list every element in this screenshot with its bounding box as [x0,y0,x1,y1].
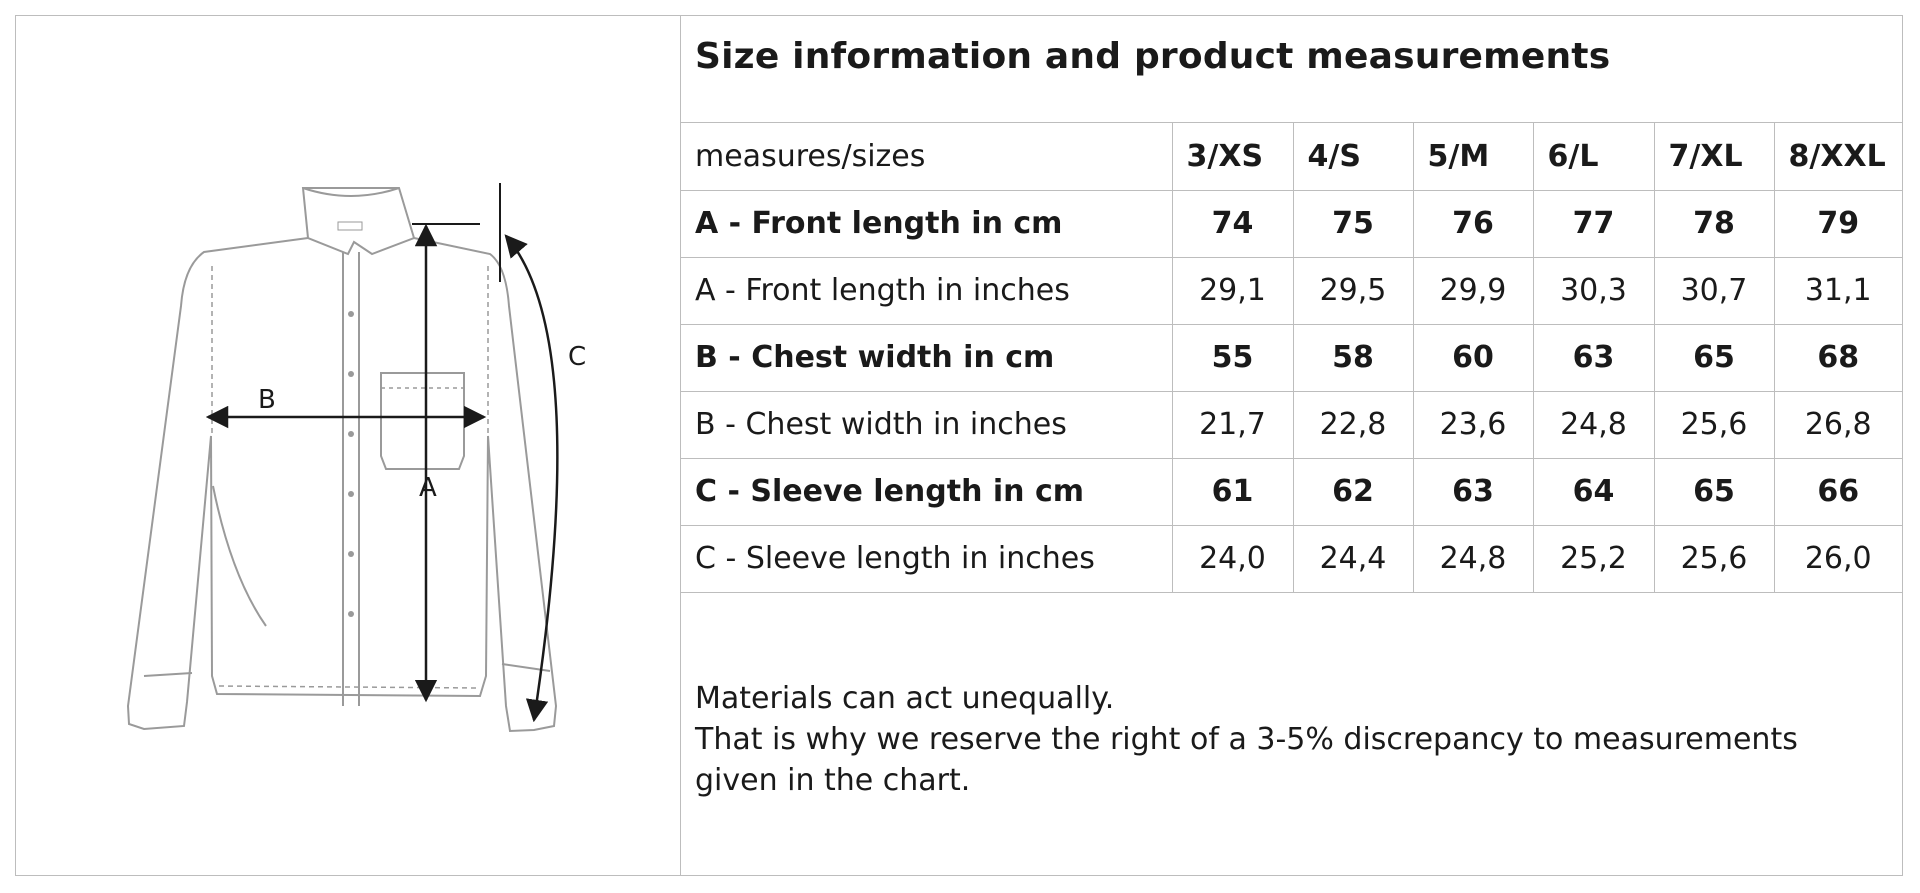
table-cell: 22,8 [1292,391,1413,459]
table-cell: 61 [1171,458,1293,526]
table-cell: 65 [1653,324,1774,392]
row-label: A - Front length in inches [681,257,1172,325]
row-label: C - Sleeve length in inches [681,525,1172,593]
table-row: C - Sleeve length in inches 24,0 24,4 24… [681,525,1902,593]
table-cell: 60 [1412,324,1533,392]
table-cell: 25,6 [1653,525,1774,593]
table-cell: 74 [1171,190,1293,258]
table-cell: 65 [1653,458,1774,526]
measure-c-arrow [499,183,559,723]
table-cell: 68 [1773,324,1902,392]
size-header: 6/L [1532,123,1654,191]
table-cell: 78 [1653,190,1774,258]
table-cell: 26,0 [1773,525,1902,593]
table-cell: 23,6 [1412,391,1533,459]
table-cell: 31,1 [1773,257,1902,325]
row-label: B - Chest width in inches [681,391,1172,459]
measure-a-arrow [412,223,480,703]
disclaimer-line: Materials can act unequally. [695,681,1115,716]
table-cell: 26,8 [1773,391,1902,459]
measure-a-label: A [419,473,437,503]
table-cell: 62 [1292,458,1413,526]
table-cell: 24,4 [1292,525,1413,593]
table-cell: 24,8 [1532,391,1654,459]
table-row: C - Sleeve length in cm 61 62 63 64 65 6… [681,458,1902,526]
table-cell: 21,7 [1171,391,1293,459]
shirt-illustration: A B C [16,16,681,875]
size-header: 8/XXL [1773,123,1902,191]
row-label: B - Chest width in cm [681,324,1172,392]
disclaimer-line: That is why we reserve the right of a 3-… [695,722,1798,798]
row-label: A - Front length in cm [681,190,1172,258]
table-cell: 24,8 [1412,525,1533,593]
size-chart-frame: A B C Size information and product measu… [15,15,1903,876]
measure-c-label: C [568,342,586,372]
size-info-panel: Size information and product measurement… [681,16,1902,875]
corner-label: measures/sizes [681,123,1172,191]
size-header: 7/XL [1653,123,1774,191]
table-cell: 79 [1773,190,1902,258]
table-cell: 30,3 [1532,257,1654,325]
size-header: 4/S [1292,123,1413,191]
table-cell: 29,9 [1412,257,1533,325]
table-cell: 66 [1773,458,1902,526]
shirt-buttons [348,311,354,617]
size-header-row: measures/sizes 3/XS 4/S 5/M 6/L 7/XL 8/X… [681,123,1902,191]
table-row: B - Chest width in inches 21,7 22,8 23,6… [681,391,1902,459]
table-cell: 29,1 [1171,257,1293,325]
table-cell: 76 [1412,190,1533,258]
table-row: B - Chest width in cm 55 58 60 63 65 68 [681,324,1902,392]
collar-label [337,221,363,231]
table-cell: 55 [1171,324,1293,392]
shirt-diagram: A B C [126,183,586,733]
table-cell: 64 [1532,458,1654,526]
table-cell: 58 [1292,324,1413,392]
table-cell: 24,0 [1171,525,1293,593]
disclaimer-note: Materials can act unequally. That is why… [695,678,1885,801]
table-cell: 63 [1532,324,1654,392]
shirt-outline [126,187,558,733]
table-cell: 25,2 [1532,525,1654,593]
title-row: Size information and product measurement… [681,16,1902,123]
measure-b-label: B [258,385,276,415]
table-cell: 25,6 [1653,391,1774,459]
table-cell: 29,5 [1292,257,1413,325]
size-header: 3/XS [1171,123,1293,191]
table-cell: 77 [1532,190,1654,258]
page-title: Size information and product measurement… [695,36,1611,77]
size-header: 5/M [1412,123,1533,191]
table-cell: 63 [1412,458,1533,526]
size-table: measures/sizes 3/XS 4/S 5/M 6/L 7/XL 8/X… [681,123,1902,593]
row-label: C - Sleeve length in cm [681,458,1172,526]
table-row: A - Front length in inches 29,1 29,5 29,… [681,257,1902,325]
table-row: A - Front length in cm 74 75 76 77 78 79 [681,190,1902,258]
table-cell: 30,7 [1653,257,1774,325]
table-cell: 75 [1292,190,1413,258]
